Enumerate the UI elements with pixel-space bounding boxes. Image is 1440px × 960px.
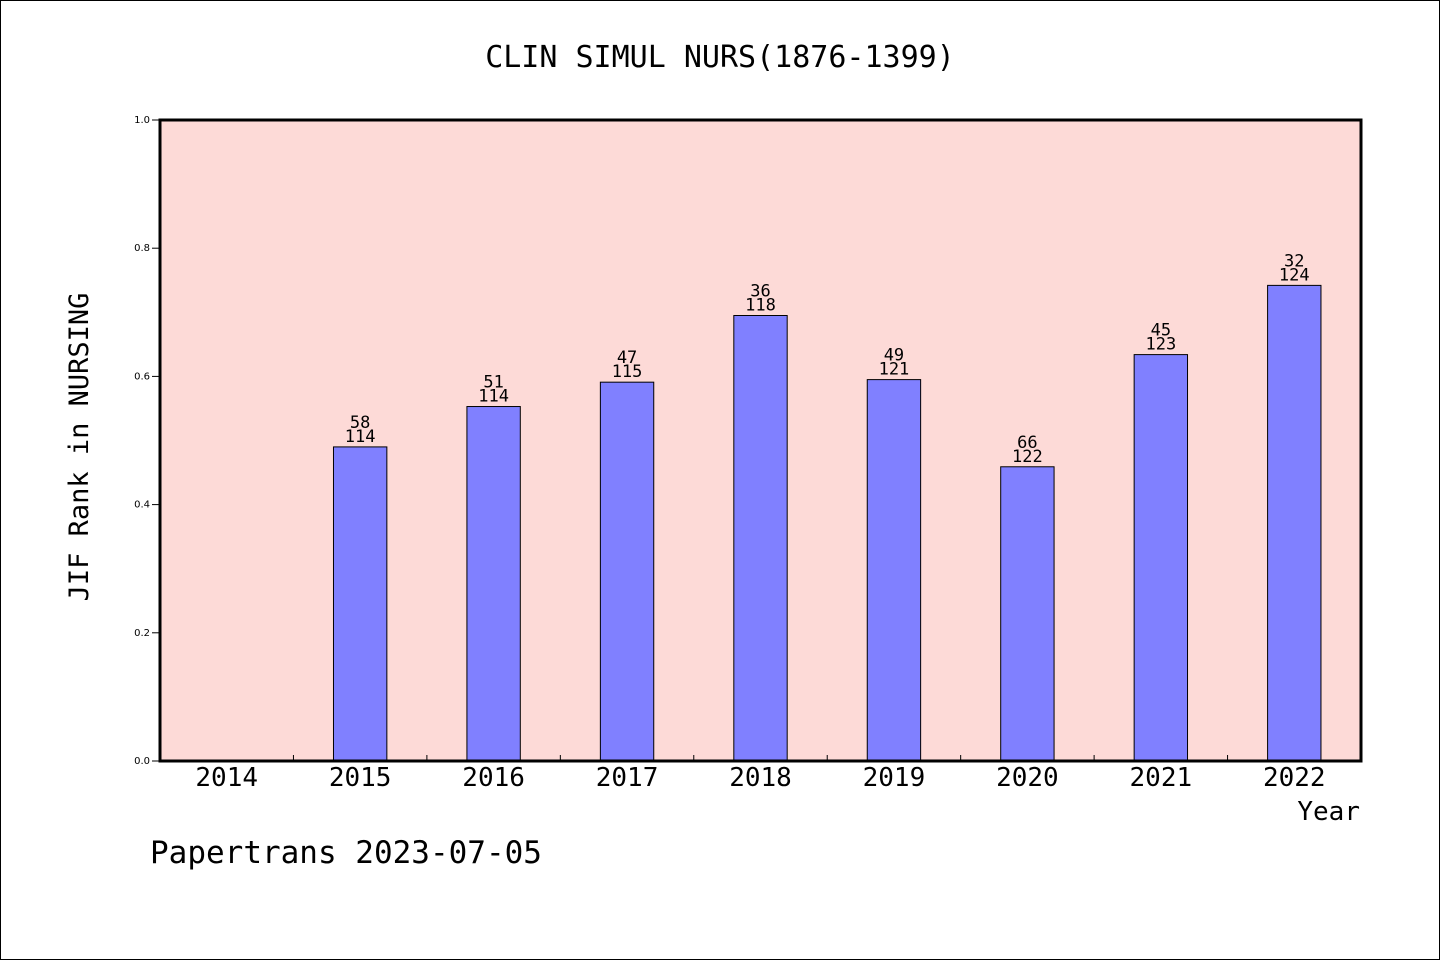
x-tick-label: 2020 <box>996 763 1059 793</box>
y-tick-label: 0.6 <box>134 371 150 382</box>
x-axis: 2014 2015 2016 2017 2018 2019 2020 2021 2022 <box>195 755 1326 793</box>
bar-rank-label: 51 <box>483 373 503 393</box>
bar-rank-label: 66 <box>1017 433 1037 453</box>
bar-rank-label: 36 <box>750 282 770 302</box>
y-tick-label: 1.0 <box>134 115 150 126</box>
bar-total-label: 124 <box>1279 265 1310 285</box>
bar-total-label: 118 <box>745 296 776 316</box>
bar-total-label: 123 <box>1145 335 1176 355</box>
chart-title: CLIN SIMUL NURS(1876-1399) <box>485 40 955 75</box>
bar-total-label: 114 <box>345 427 376 447</box>
bar-total-label: 115 <box>612 362 643 382</box>
bar-2020 <box>1000 466 1055 762</box>
y-tick-label: 0.2 <box>134 628 150 639</box>
bar-rank-label: 45 <box>1151 321 1171 341</box>
x-axis-label: Year <box>1297 797 1360 827</box>
bar-2018 <box>733 315 788 762</box>
bar-total-label: 114 <box>478 387 509 407</box>
x-tick-label: 2015 <box>329 763 392 793</box>
bar-2016 <box>466 406 521 762</box>
x-tick-label: 2018 <box>729 763 792 793</box>
x-tick-label: 2017 <box>596 763 659 793</box>
bar-2015 <box>332 446 388 762</box>
bar-2021 <box>1133 354 1189 762</box>
bar-2017 <box>599 381 655 762</box>
y-tick-label: 0.4 <box>134 500 150 511</box>
bar-total-label: 121 <box>879 360 910 380</box>
x-tick-label: 2021 <box>1130 763 1193 793</box>
bar-rank-label: 49 <box>884 346 904 366</box>
bar-total-label: 122 <box>1012 447 1043 467</box>
x-tick-label: 2014 <box>195 763 258 793</box>
bar-2022 <box>1267 284 1322 762</box>
bar-rank-label: 32 <box>1284 251 1304 271</box>
x-tick-label: 2019 <box>863 763 926 793</box>
bar-2019 <box>866 379 922 762</box>
x-tick-label: 2016 <box>462 763 525 793</box>
bar-rank-label: 47 <box>617 348 637 368</box>
footer-text: Papertrans 2023-07-05 <box>150 835 542 871</box>
y-tick-label: 0.8 <box>134 243 150 254</box>
y-axis: 0.0 0.2 0.4 0.6 0.8 1.0 <box>134 115 160 767</box>
plot-border <box>158 118 1363 763</box>
y-axis-label: JIF Rank in NURSING <box>64 293 95 602</box>
x-tick-label: 2022 <box>1263 763 1326 793</box>
bar-rank-label: 58 <box>350 413 370 433</box>
y-tick-label: 0.0 <box>134 756 150 767</box>
bars <box>332 284 1322 762</box>
